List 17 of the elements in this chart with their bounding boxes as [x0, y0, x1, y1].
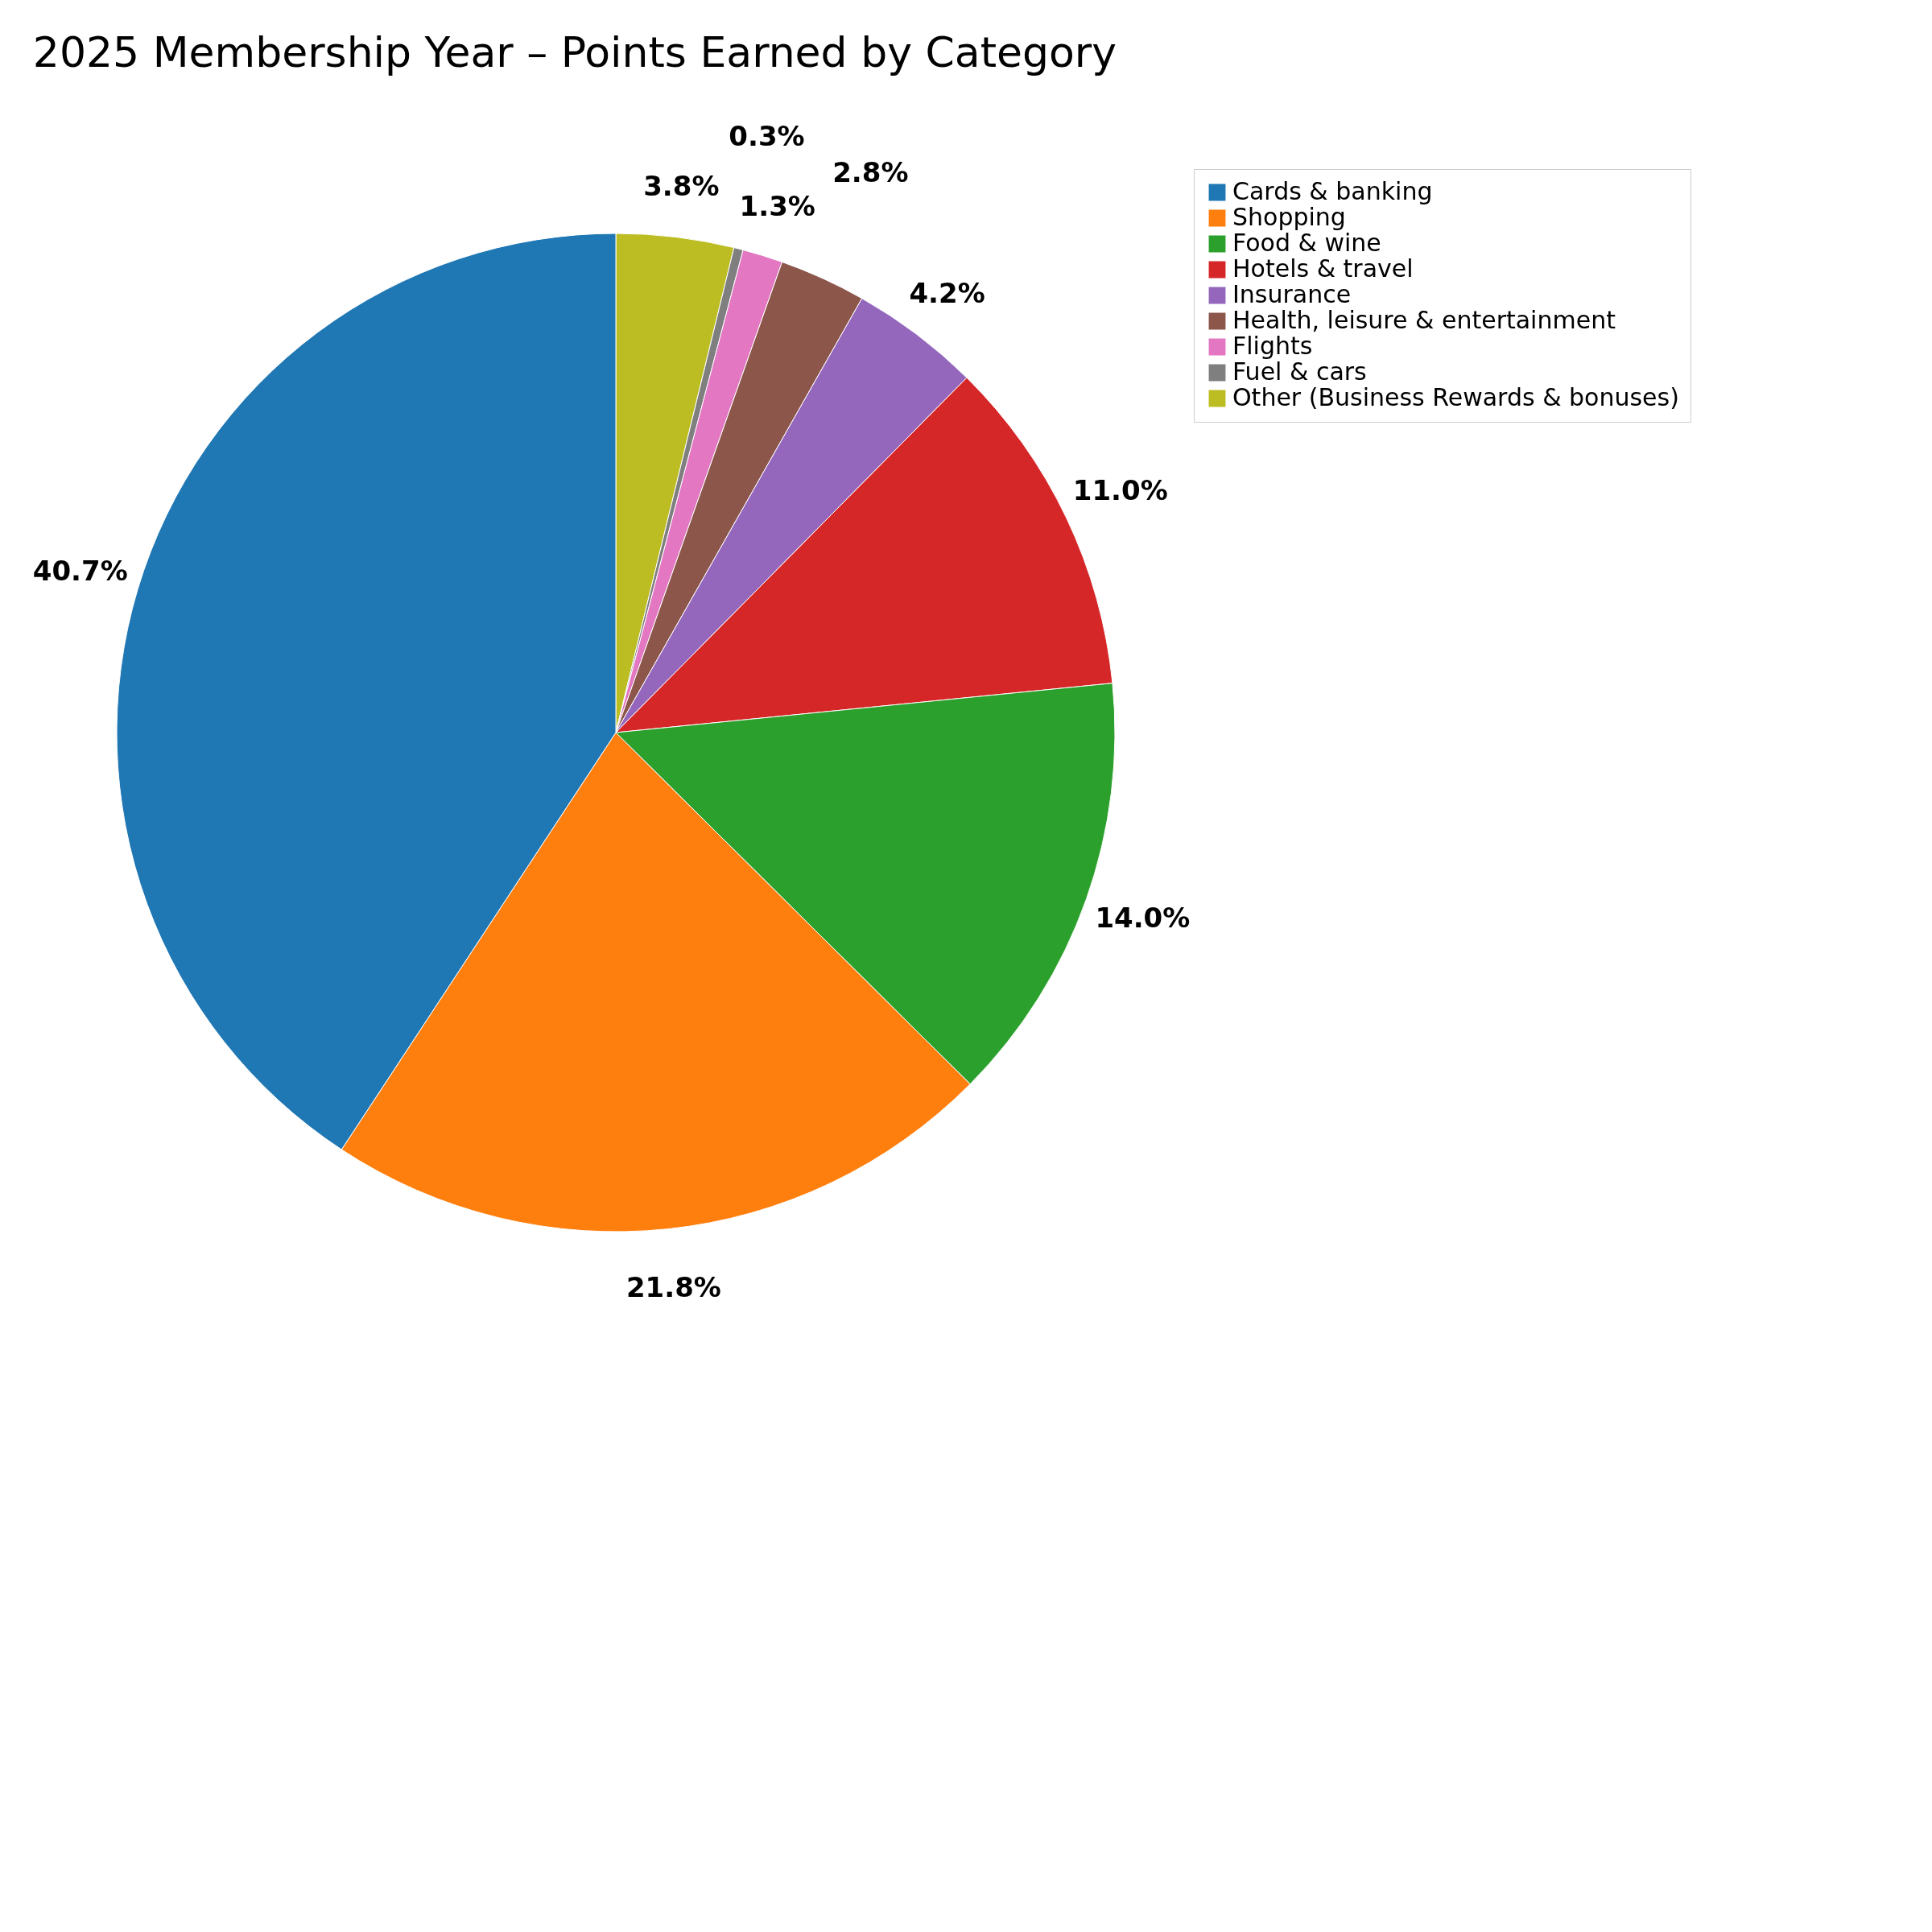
data-label: 3.8%	[643, 169, 720, 202]
data-label: 4.2%	[909, 277, 985, 310]
legend-label: Insurance	[1232, 280, 1352, 308]
data-label: 14.0%	[1095, 902, 1191, 935]
data-label: 40.7%	[32, 554, 128, 587]
chart-title: 2025 Membership Year – Points Earned by Category	[32, 27, 1117, 76]
data-label: 2.8%	[832, 156, 909, 189]
legend-label: Hotels & travel	[1232, 254, 1414, 283]
data-label: 1.3%	[739, 190, 815, 223]
data-label: 21.8%	[625, 1270, 721, 1303]
legend-label: Cards & banking	[1232, 177, 1433, 205]
legend-label: Flights	[1232, 332, 1313, 360]
data-label: 0.3%	[729, 119, 805, 152]
legend-label: Shopping	[1232, 203, 1346, 231]
legend-label: Health, leisure & entertainment	[1232, 306, 1616, 334]
data-label: 11.0%	[1072, 474, 1168, 507]
legend-label: Other (Business Rewards & bonuses)	[1232, 383, 1679, 411]
